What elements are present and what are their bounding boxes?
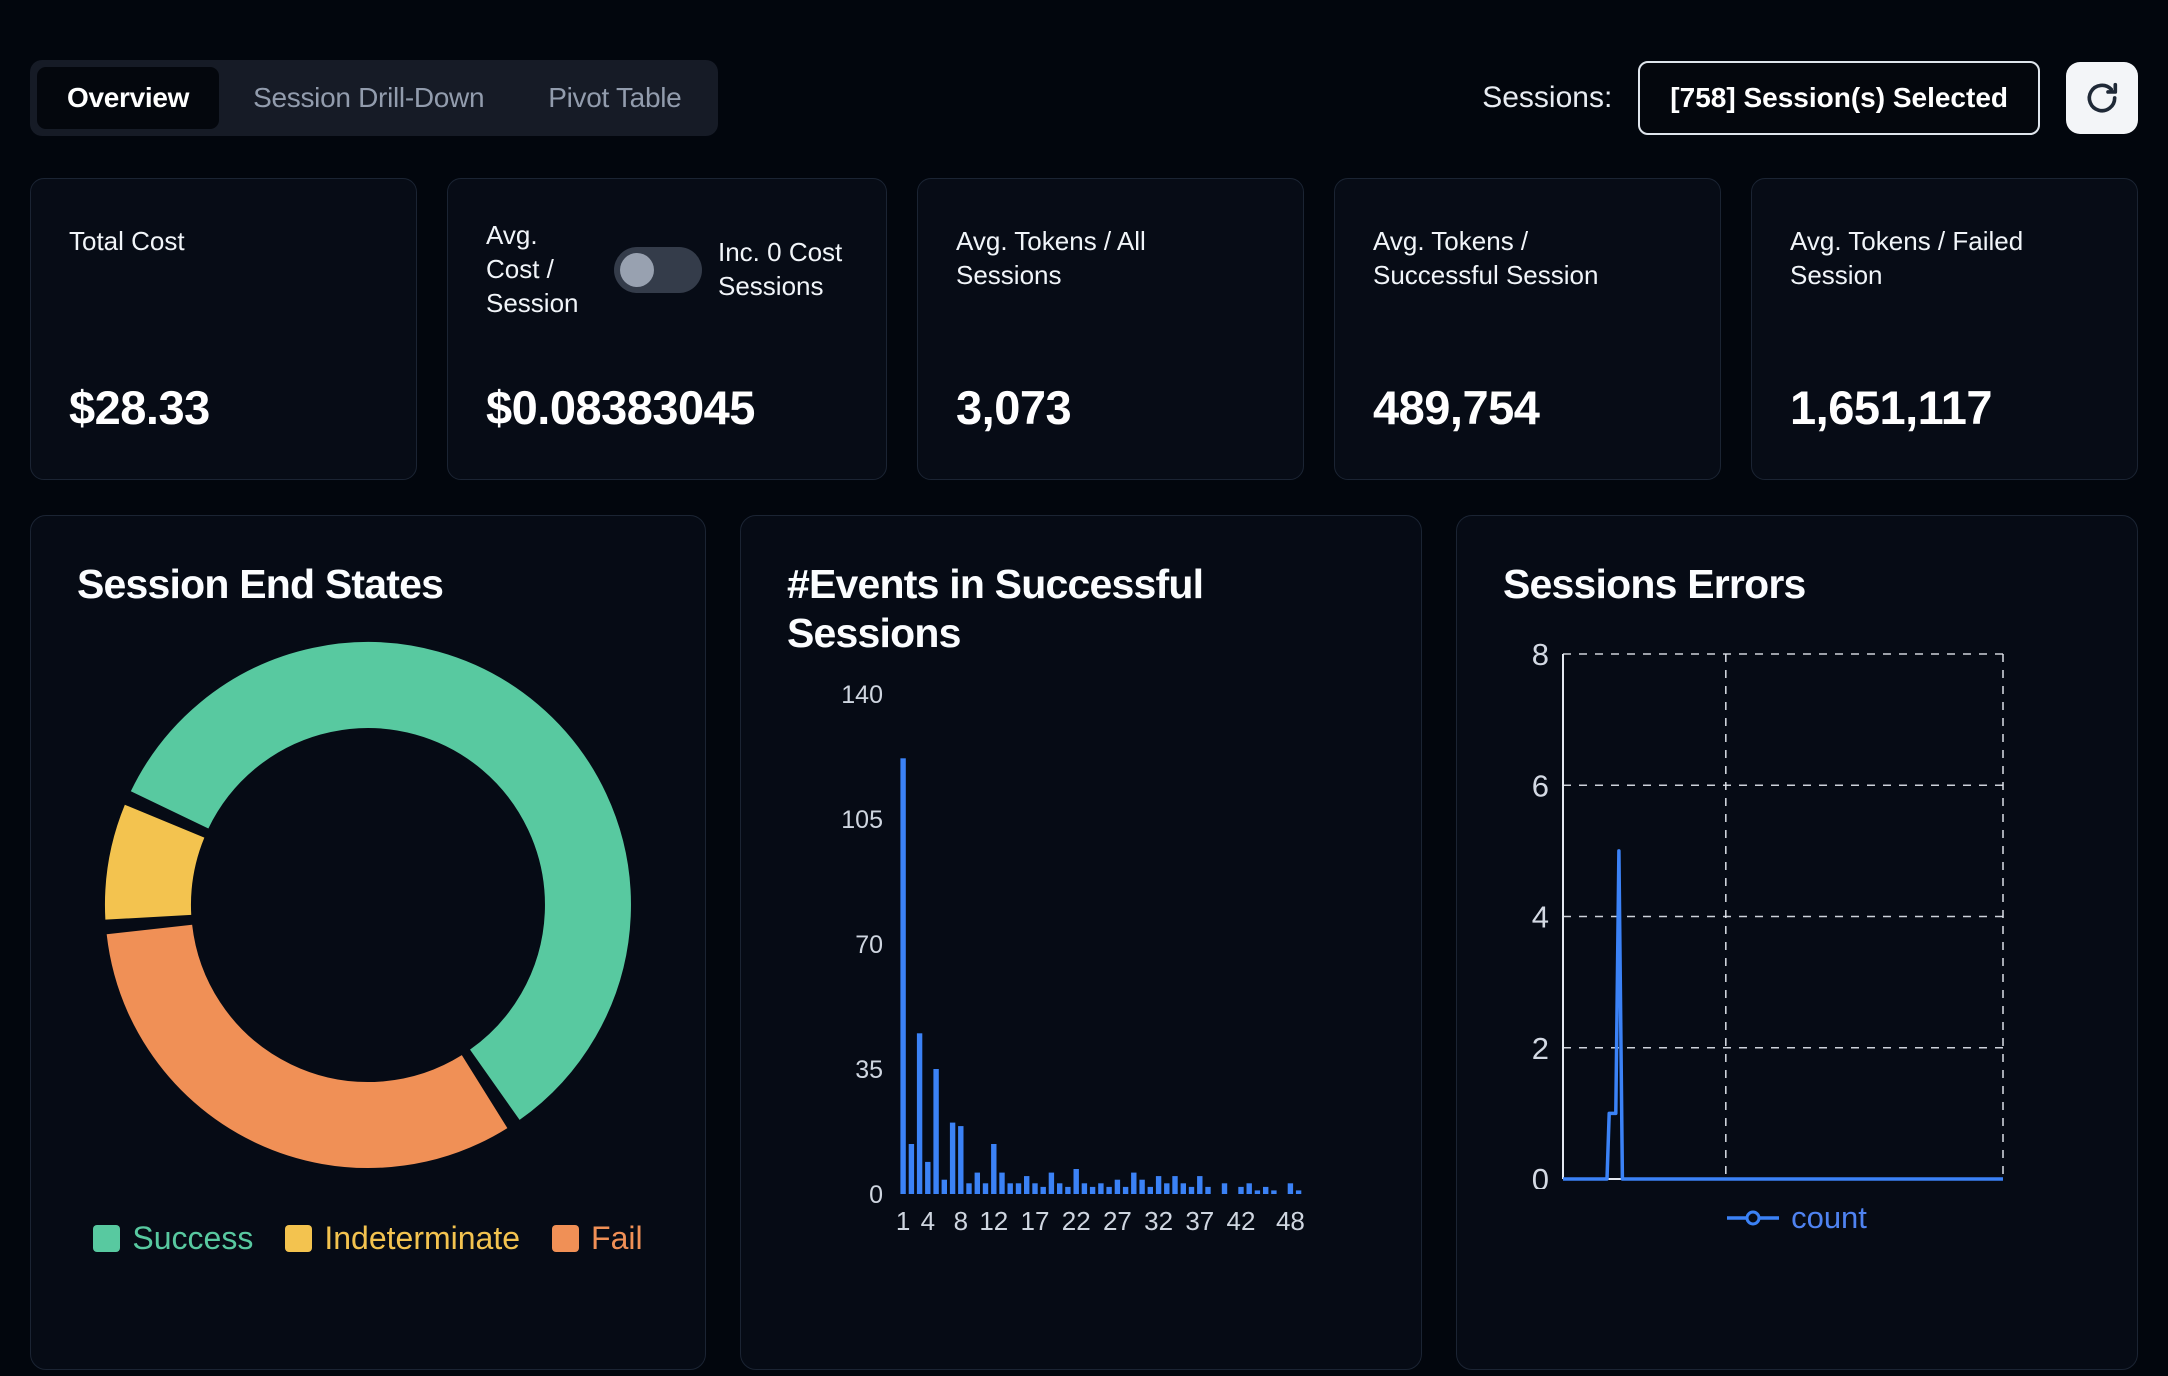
- y-axis-ticks: 0 2 4 6 8: [1532, 637, 1549, 1197]
- sessions-selector[interactable]: [758] Session(s) Selected: [1638, 61, 2040, 135]
- svg-text:0: 0: [869, 1181, 883, 1209]
- svg-text:27: 27: [1103, 1206, 1132, 1236]
- legend-label: Indeterminate: [324, 1220, 521, 1257]
- stat-label: Inc. 0 Cost Sessions: [718, 236, 843, 301]
- stat-label: Avg. Tokens / Successful Session: [1373, 226, 1599, 290]
- stat-label: Total Cost: [69, 226, 185, 256]
- bar-series: [900, 758, 1302, 1195]
- header: Overview Session Drill-Down Pivot Table …: [30, 60, 2138, 136]
- tab-pivot-table[interactable]: Pivot Table: [518, 67, 711, 129]
- stat-card-total-cost: Total Cost $28.33: [30, 178, 417, 480]
- donut-segment-success: [130, 642, 631, 1121]
- svg-text:6: 6: [1532, 768, 1549, 803]
- refresh-icon: [2083, 79, 2121, 117]
- tab-bar: Overview Session Drill-Down Pivot Table: [30, 60, 719, 136]
- legend-item-fail[interactable]: Fail: [552, 1220, 643, 1257]
- y-axis-ticks: 0 35 70 105 140: [841, 681, 883, 1209]
- svg-text:1: 1: [896, 1206, 910, 1236]
- svg-text:0: 0: [1532, 1162, 1549, 1189]
- tab-session-drill-down[interactable]: Session Drill-Down: [223, 67, 514, 129]
- svg-text:2: 2: [1532, 1031, 1549, 1066]
- stat-cards: Total Cost $28.33 Avg. Cost / Session In…: [30, 178, 2138, 480]
- panel-title: #Events in Successful Sessions: [787, 561, 1204, 657]
- svg-text:4: 4: [921, 1206, 935, 1236]
- panel-session-end-states: Session End States Success Indeterminate F…: [30, 515, 706, 1370]
- legend-item-indeterminate[interactable]: Indeterminate: [285, 1220, 520, 1257]
- x-axis-ticks: 1 4 8 12 17 22 27 32 37 42 48: [896, 1206, 1305, 1236]
- toggle-knob: [620, 252, 654, 287]
- donut-chart: [77, 635, 659, 1180]
- panel-title: Sessions Errors: [1503, 561, 1806, 607]
- svg-text:22: 22: [1062, 1206, 1091, 1236]
- svg-text:8: 8: [1532, 637, 1549, 672]
- donut-legend: Success Indeterminate Fail: [77, 1220, 659, 1257]
- count-line: [1563, 849, 2003, 1181]
- tab-overview[interactable]: Overview: [37, 67, 220, 129]
- donut-segment-indeterminate: [104, 804, 205, 920]
- svg-text:42: 42: [1227, 1206, 1256, 1236]
- bar-chart: 0 35 70 105 140 1 4 8 12 17 22 27 32 37 42 48: [787, 674, 1375, 1257]
- panel-sessions-errors: Sessions Errors 0 2 4 6 8 count: [1456, 515, 2138, 1370]
- legend-swatch: [552, 1225, 580, 1253]
- stat-value: 489,754: [1373, 381, 1540, 434]
- stat-card-avg-tokens-successful: Avg. Tokens / Successful Session 489,754: [1334, 178, 1721, 480]
- stat-card-avg-tokens-all: Avg. Tokens / All Sessions 3,073: [917, 178, 1304, 480]
- svg-text:105: 105: [841, 806, 883, 834]
- svg-text:37: 37: [1185, 1206, 1214, 1236]
- stat-label: Avg. Cost / Session: [486, 220, 579, 318]
- stat-label: Avg. Tokens / Failed Session: [1790, 226, 2024, 290]
- svg-text:35: 35: [855, 1056, 883, 1084]
- legend-label: Success: [132, 1220, 254, 1257]
- zero-cost-toggle[interactable]: [614, 246, 702, 293]
- svg-text:8: 8: [954, 1206, 968, 1236]
- svg-text:70: 70: [855, 931, 883, 959]
- stat-label: Avg. Tokens / All Sessions: [956, 226, 1146, 290]
- svg-text:4: 4: [1532, 900, 1549, 935]
- stat-value: 1,651,117: [1790, 381, 1993, 434]
- count-legend-glyph: [1727, 1210, 1780, 1226]
- gridlines: [1563, 653, 2004, 1180]
- count-legend-item[interactable]: count: [1503, 1200, 2091, 1236]
- sessions-label: Sessions:: [1482, 81, 1613, 114]
- sessions-controls: Sessions: [758] Session(s) Selected: [1482, 61, 2138, 135]
- donut-segment-fail: [106, 924, 508, 1169]
- svg-text:17: 17: [1021, 1206, 1050, 1236]
- line-chart: 0 2 4 6 8: [1503, 629, 2091, 1197]
- svg-text:140: 140: [841, 681, 883, 709]
- legend-swatch: [285, 1225, 313, 1253]
- stat-value: $28.33: [69, 381, 210, 434]
- svg-text:32: 32: [1144, 1206, 1173, 1236]
- stat-card-avg-tokens-failed: Avg. Tokens / Failed Session 1,651,117: [1751, 178, 2138, 480]
- refresh-button[interactable]: [2066, 62, 2138, 134]
- stat-card-avg-cost: Avg. Cost / Session Inc. 0 Cost Sessions…: [447, 178, 887, 480]
- stat-value: 3,073: [956, 381, 1072, 434]
- legend-label: Fail: [591, 1220, 643, 1257]
- panel-events-histogram: #Events in Successful Sessions 0 35 70 105 1…: [740, 515, 1422, 1370]
- svg-text:48: 48: [1276, 1206, 1305, 1236]
- stat-value: $0.08383045: [486, 381, 755, 434]
- panel-title: Session End States: [77, 561, 444, 607]
- avg-cost-toggle-row: Avg. Cost / Session Inc. 0 Cost Sessions: [486, 219, 848, 320]
- legend-label: count: [1791, 1200, 1867, 1236]
- chart-panels: Session End States Success Indeterminate F…: [30, 515, 2138, 1370]
- svg-text:12: 12: [979, 1206, 1008, 1236]
- legend-item-success[interactable]: Success: [93, 1220, 253, 1257]
- legend-swatch: [93, 1225, 121, 1253]
